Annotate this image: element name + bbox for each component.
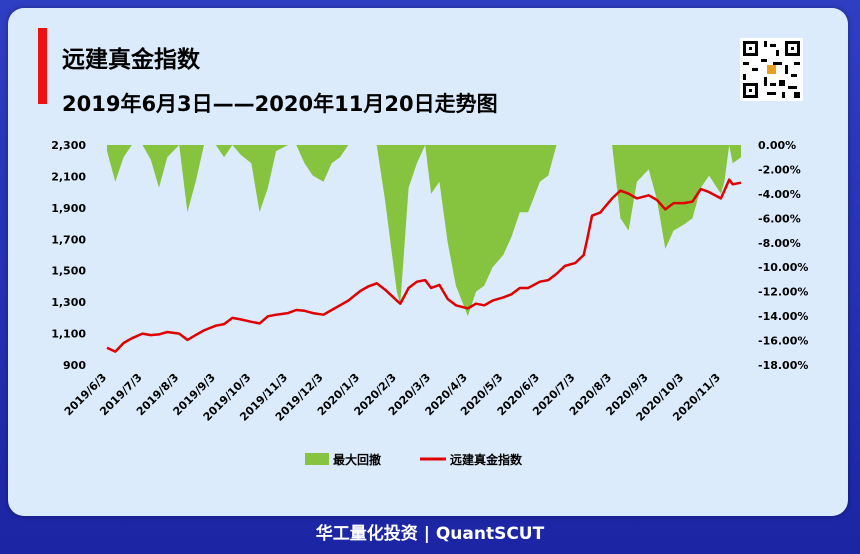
left-tick-label: 1,500: [51, 265, 86, 278]
right-tick-label: -2.00%: [758, 163, 801, 176]
left-tick-label: 1,300: [51, 296, 86, 309]
legend-label-index: 远建真金指数: [450, 452, 523, 467]
legend-swatch-drawdown: [305, 453, 329, 465]
chart-area: 900 1,100 1,300 1,500 1,700 1,900 2,100 2,300 0…: [51, 139, 808, 467]
index-line-layer: [106, 178, 742, 353]
left-tick-label: 2,300: [51, 139, 86, 152]
x-axis-ticks: 2019/6/32019/7/32019/8/32019/9/32019/10/…: [62, 371, 723, 424]
drawdown-area-layer: [107, 145, 741, 317]
right-tick-label: -18.00%: [758, 359, 808, 372]
drawdown-area: [107, 145, 741, 317]
right-tick-label: -8.00%: [758, 237, 801, 250]
legend: 最大回撤 远建真金指数: [305, 452, 523, 467]
right-tick-label: -4.00%: [758, 188, 801, 201]
right-tick-label: -6.00%: [758, 212, 801, 225]
right-tick-label: -12.00%: [758, 286, 808, 299]
qr-code-icon: [740, 38, 803, 101]
right-tick-label: -14.00%: [758, 310, 808, 323]
left-axis-ticks: 900 1,100 1,300 1,500 1,700 1,900 2,100 2,300: [51, 139, 86, 372]
left-tick-label: 1,100: [51, 328, 86, 341]
left-tick-label: 2,100: [51, 170, 86, 183]
title-accent-bar: [38, 28, 47, 104]
left-tick-label: 1,700: [51, 233, 86, 246]
footer-brand: 华工量化投资 | QuantSCUT: [315, 524, 545, 544]
right-tick-label: 0.00%: [758, 139, 796, 152]
right-axis-ticks: 0.00% -2.00% -4.00% -6.00% -8.00% -10.00% -12.…: [758, 139, 808, 372]
left-tick-label: 900: [63, 359, 86, 372]
legend-label-drawdown: 最大回撤: [333, 452, 381, 467]
right-tick-label: -10.00%: [758, 261, 808, 274]
chart-subtitle: 2019年6月3日——2020年11月20日走势图: [62, 92, 498, 116]
chart-card: [8, 8, 848, 516]
right-tick-label: -16.00%: [758, 335, 808, 348]
left-tick-label: 1,900: [51, 202, 86, 215]
index-line: [106, 178, 742, 353]
chart-title: 远建真金指数: [62, 47, 200, 73]
